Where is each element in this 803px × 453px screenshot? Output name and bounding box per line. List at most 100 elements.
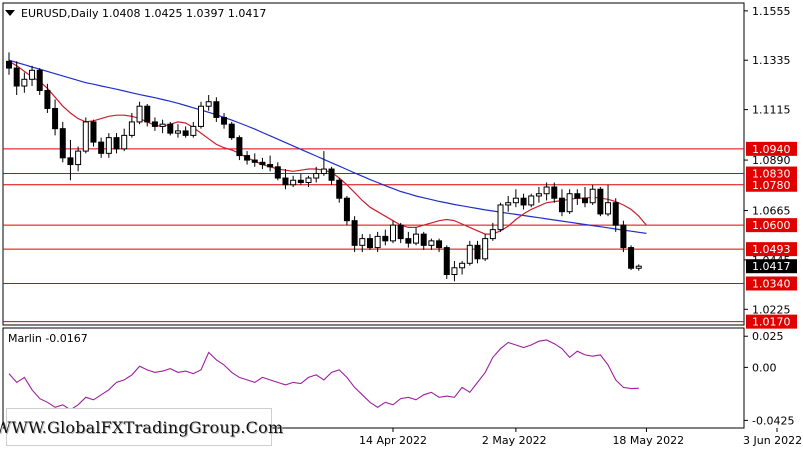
candle[interactable] [290, 175, 297, 187]
candle[interactable] [420, 231, 427, 250]
candle[interactable] [413, 227, 420, 246]
candle[interactable] [259, 157, 266, 170]
candle-body-up [205, 101, 212, 107]
candle[interactable] [459, 261, 466, 275]
candle[interactable] [512, 189, 519, 208]
ma-slow-path [8, 59, 647, 234]
candle[interactable] [397, 222, 404, 244]
candle[interactable] [328, 166, 335, 185]
candle[interactable] [29, 65, 36, 87]
candle[interactable] [336, 178, 343, 203]
candle-body-up [174, 130, 181, 134]
candle[interactable] [551, 182, 558, 203]
candle[interactable] [612, 198, 619, 232]
candle[interactable] [390, 220, 396, 244]
candle[interactable] [620, 220, 627, 253]
candle-body-up [528, 195, 535, 206]
candle-body-up [497, 204, 504, 231]
candle-body-down [259, 161, 266, 166]
level-tag [746, 166, 797, 181]
candle[interactable] [113, 133, 120, 154]
candle[interactable] [474, 240, 481, 264]
candle[interactable] [405, 231, 412, 248]
candle[interactable] [159, 119, 166, 134]
candle[interactable] [535, 187, 542, 203]
candle[interactable] [13, 61, 20, 95]
candle[interactable] [36, 68, 43, 95]
candle[interactable] [105, 133, 112, 158]
candle[interactable] [21, 72, 28, 93]
candle-body-down [551, 186, 558, 199]
candle[interactable] [274, 162, 281, 181]
candle[interactable] [520, 193, 527, 210]
candle[interactable] [251, 153, 258, 167]
candle[interactable] [52, 99, 59, 136]
candle[interactable] [597, 187, 604, 217]
candle[interactable] [382, 229, 389, 246]
candle[interactable] [75, 146, 82, 172]
candle[interactable] [497, 202, 504, 232]
candle[interactable] [174, 124, 181, 138]
candle[interactable] [44, 83, 51, 113]
candle[interactable] [190, 121, 197, 138]
candle[interactable] [558, 189, 565, 217]
candle[interactable] [136, 101, 143, 125]
candle[interactable] [221, 112, 228, 129]
candle[interactable] [144, 103, 151, 127]
candle[interactable] [167, 121, 174, 136]
candle[interactable] [90, 119, 97, 147]
candle[interactable] [182, 126, 189, 138]
candle[interactable] [282, 169, 289, 190]
candle[interactable] [482, 234, 489, 262]
candle[interactable] [635, 264, 642, 271]
candle[interactable] [297, 173, 304, 185]
candle[interactable] [351, 216, 358, 253]
candle[interactable] [320, 151, 327, 176]
candle[interactable] [128, 112, 135, 138]
chart-menu-triangle-icon[interactable] [5, 10, 15, 16]
candle[interactable] [366, 234, 373, 250]
candle[interactable] [198, 101, 204, 129]
candle[interactable] [574, 189, 581, 205]
candle[interactable] [359, 234, 366, 253]
candle-body-up [482, 238, 489, 260]
level-tag-label: 1.0340 [752, 277, 791, 290]
candle-body-down [328, 168, 335, 181]
indicator-axis: 0.025 0.00 -0.0425 [744, 330, 794, 427]
candle[interactable] [228, 121, 235, 140]
candle[interactable] [236, 135, 243, 161]
candle[interactable] [82, 117, 89, 154]
candle[interactable] [6, 52, 12, 75]
candle[interactable] [374, 231, 381, 253]
candle[interactable] [436, 238, 443, 253]
candle[interactable] [582, 187, 588, 208]
level-tag [746, 141, 797, 156]
candle[interactable] [505, 195, 512, 212]
candle-body-down [520, 197, 527, 206]
candle[interactable] [566, 189, 573, 214]
candle[interactable] [267, 155, 274, 172]
candle[interactable] [466, 240, 473, 266]
candle[interactable] [428, 238, 435, 250]
candle[interactable] [59, 121, 66, 163]
candle[interactable] [589, 184, 596, 205]
candle[interactable] [605, 184, 612, 217]
candle[interactable] [543, 182, 550, 201]
candle[interactable] [244, 151, 251, 165]
candle[interactable] [305, 175, 312, 187]
candle[interactable] [528, 193, 535, 208]
candle[interactable] [343, 195, 350, 226]
candle-body-up [589, 188, 596, 204]
candle[interactable] [313, 166, 320, 183]
candle[interactable] [67, 139, 74, 181]
candle[interactable] [443, 245, 450, 279]
candle[interactable] [628, 245, 635, 271]
candle[interactable] [451, 261, 458, 282]
candle[interactable] [121, 128, 128, 152]
candle[interactable] [213, 97, 220, 122]
candle[interactable] [489, 222, 496, 241]
candle[interactable] [151, 117, 158, 131]
candle[interactable] [98, 137, 105, 158]
candle[interactable] [205, 95, 212, 111]
